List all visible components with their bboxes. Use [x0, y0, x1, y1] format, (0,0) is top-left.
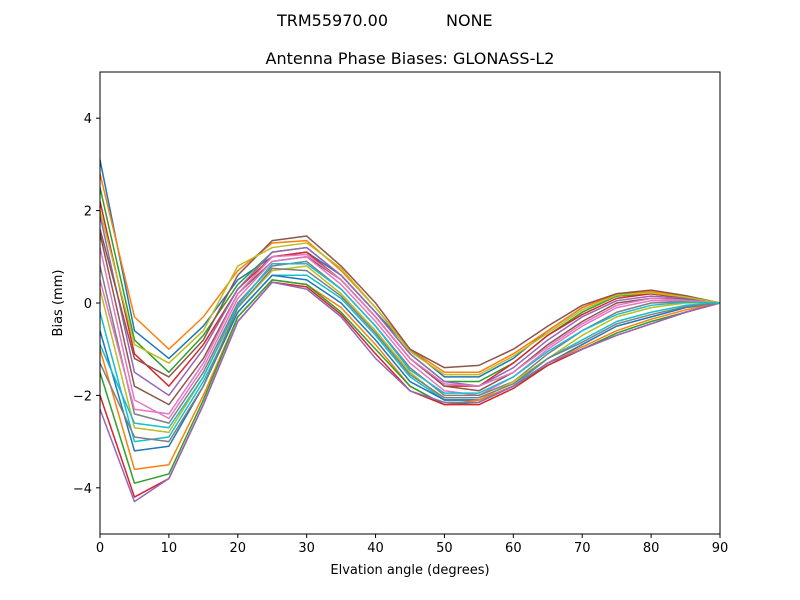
series-line-13 — [100, 279, 720, 484]
suptitle-left: TRM55970.00 — [276, 11, 388, 30]
x-tick-label: 20 — [230, 541, 247, 556]
y-axis-label: Bias (mm) — [51, 270, 66, 337]
series-line-15 — [100, 281, 720, 503]
x-tick-label: 60 — [505, 541, 522, 556]
series-line-5 — [100, 215, 720, 397]
series-group — [100, 159, 720, 503]
series-line-19 — [100, 210, 720, 376]
series-line-18 — [100, 267, 720, 443]
suptitle-right: NONE — [446, 11, 493, 30]
series-line-17 — [100, 253, 720, 415]
x-tick-label: 70 — [574, 541, 591, 556]
y-tick-label: −4 — [73, 482, 92, 497]
x-tick-label: 10 — [161, 541, 178, 556]
x-tick-label: 50 — [436, 541, 453, 556]
plot-area — [100, 159, 720, 503]
y-tick-label: 4 — [84, 112, 92, 127]
series-line-8 — [100, 260, 720, 424]
x-tick-label: 90 — [712, 541, 729, 556]
y-tick-label: 2 — [84, 205, 92, 220]
series-line-7 — [100, 247, 720, 420]
chart-title: Antenna Phase Biases: GLONASS-L2 — [266, 49, 555, 68]
y-tick-label: −2 — [73, 389, 92, 404]
x-tick-label: 30 — [298, 541, 315, 556]
x-axis-label: Elvation angle (degrees) — [330, 563, 489, 578]
y-axis: −4 −2 0 2 4 — [73, 112, 100, 497]
series-line-10 — [100, 274, 720, 443]
x-axis: 0 10 20 30 40 50 60 70 80 90 — [96, 534, 728, 556]
x-tick-label: 80 — [643, 541, 660, 556]
y-tick-label: 0 — [84, 297, 92, 312]
series-line-16 — [100, 228, 720, 378]
x-tick-label: 0 — [96, 541, 104, 556]
x-tick-label: 40 — [367, 541, 384, 556]
series-line-20 — [100, 262, 720, 429]
